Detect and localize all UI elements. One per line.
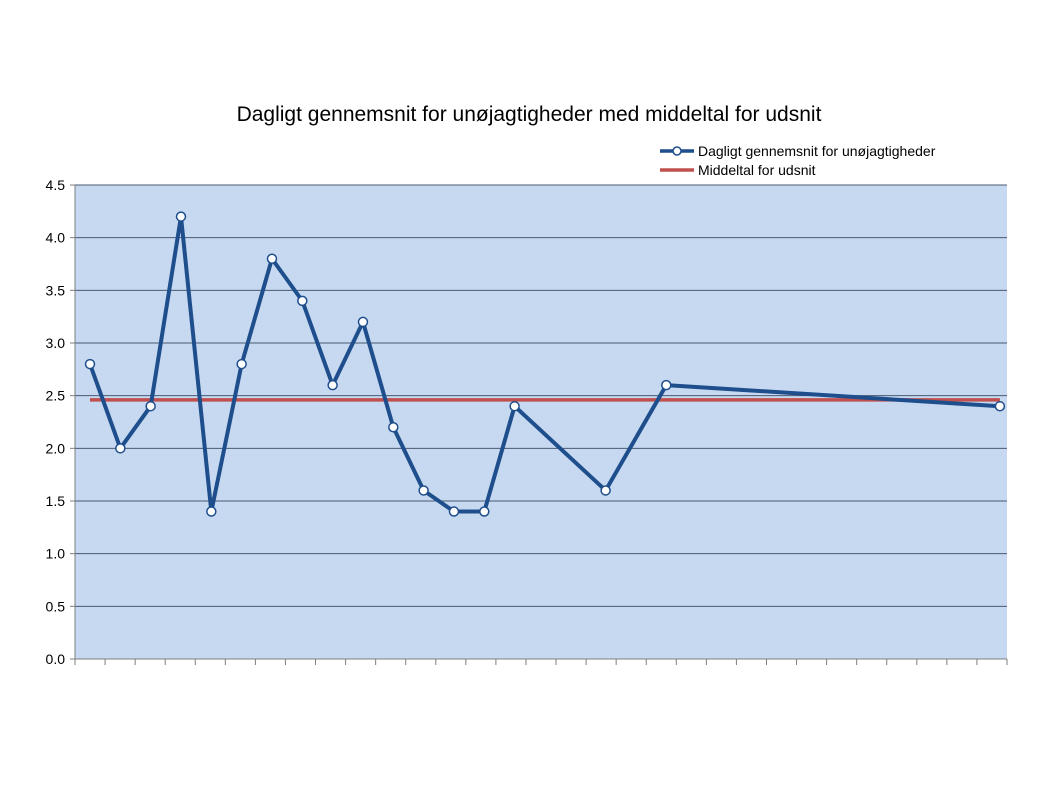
legend-swatch-daily xyxy=(660,145,694,156)
data-point xyxy=(206,506,217,517)
y-tick-label: 2.5 xyxy=(46,388,66,404)
data-point xyxy=(661,379,672,391)
y-tick-labels: 0.0 0.5 1.0 1.5 2.0 2.5 3.0 3.5 4.0 4.5 xyxy=(46,177,75,667)
y-tick-label: 3.5 xyxy=(46,282,66,298)
y-tick-label: 1.0 xyxy=(46,546,66,562)
legend-label-daily: Dagligt gennemsnit for unøjagtigheder xyxy=(698,142,936,159)
data-point xyxy=(600,485,611,496)
legend-item-daily: Dagligt gennemsnit for unøjagtigheder xyxy=(658,141,935,160)
data-point xyxy=(175,211,187,222)
y-tick-label: 2.0 xyxy=(46,440,66,456)
data-point xyxy=(994,400,1006,412)
data-point xyxy=(357,316,369,328)
y-tick-label: 0.5 xyxy=(46,598,66,614)
y-tick-label: 3.0 xyxy=(46,335,66,351)
series-line-daily xyxy=(88,214,1001,514)
chart-legend: Dagligt gennemsnit for unøjagtigheder Mi… xyxy=(658,141,935,179)
data-point xyxy=(327,379,338,391)
grid-lines xyxy=(75,184,1007,607)
legend-swatch-mean xyxy=(660,167,694,172)
legend-item-mean: Middeltal for udsnit xyxy=(658,160,935,179)
data-point xyxy=(115,443,126,454)
data-point xyxy=(145,400,156,412)
data-point xyxy=(388,422,399,433)
data-point xyxy=(84,358,96,370)
data-point xyxy=(266,253,278,264)
legend-label-mean: Middeltal for udsnit xyxy=(698,161,816,178)
data-point xyxy=(479,506,490,517)
axes xyxy=(74,185,1008,665)
y-tick-label: 4.5 xyxy=(46,177,66,193)
chart-title: Dagligt gennemsnit for unøjagtigheder me… xyxy=(236,103,822,126)
data-point xyxy=(418,485,429,496)
y-tick-label: 1.5 xyxy=(46,493,66,509)
plot-area xyxy=(75,185,1007,659)
y-tick-label: 0.0 xyxy=(46,651,66,667)
data-point xyxy=(297,295,308,307)
series-layer xyxy=(84,211,1006,517)
data-point xyxy=(448,506,460,517)
data-point xyxy=(509,400,520,412)
data-point xyxy=(236,358,247,370)
y-tick-label: 4.0 xyxy=(46,230,66,246)
